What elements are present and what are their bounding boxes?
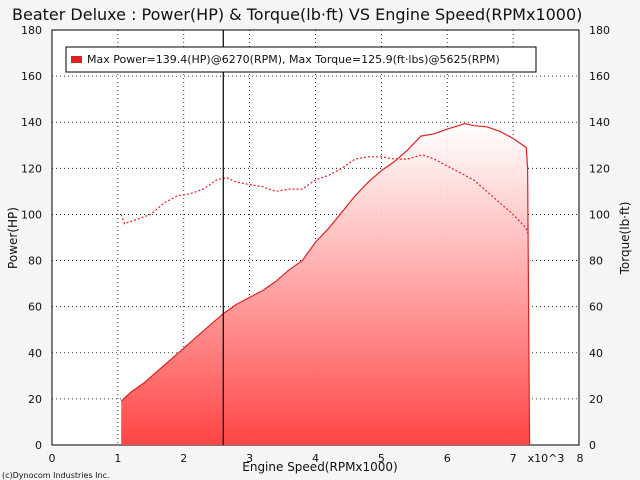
y-tick-label-left: 20 (28, 393, 42, 406)
y-tick-label-right: 160 (589, 70, 610, 83)
y-tick-label-left: 60 (28, 301, 42, 314)
y-tick-label-left: 80 (28, 255, 42, 268)
x-tick-label: 3 (246, 452, 253, 465)
torque-series-line (120, 154, 529, 234)
y-tick-label-right: 140 (589, 116, 610, 129)
y-tick-label-right: 180 (589, 24, 610, 37)
y-tick-label-left: 160 (21, 70, 42, 83)
x-tick-label: 0 (49, 452, 56, 465)
y-tick-label-right: 0 (589, 439, 596, 452)
x-tick-label: 4 (312, 452, 319, 465)
y-tick-label-left: 180 (21, 24, 42, 37)
x-tick-label: 8 (577, 452, 584, 465)
x-multiplier-label: x10^3 (528, 452, 565, 465)
y-tick-label-left: 0 (35, 439, 42, 452)
y-tick-label-left: 120 (21, 162, 42, 175)
y-tick-label-right: 60 (589, 301, 603, 314)
y-tick-label-right: 40 (589, 347, 603, 360)
chart-title: Beater Deluxe : Power(HP) & Torque(lb·ft… (12, 5, 582, 24)
power-series-line (120, 122, 531, 446)
legend: Max Power=139.4(HP)@6270(RPM), Max Torqu… (65, 46, 537, 73)
x-axis-label: Engine Speed(RPMx1000) (242, 460, 398, 474)
legend-box (65, 46, 537, 73)
y-tick-label-left: 140 (21, 116, 42, 129)
y-tick-label-right: 80 (589, 255, 603, 268)
y-tick-label-right: 120 (589, 162, 610, 175)
x-tick-label: 5 (378, 452, 385, 465)
y-tick-label-left: 100 (21, 208, 42, 221)
legend-swatch (71, 56, 82, 63)
x-tick-label: 1 (114, 452, 121, 465)
x-tick-label: 2 (180, 452, 187, 465)
y-tick-label-right: 100 (589, 208, 610, 221)
legend-text: Max Power=139.4(HP)@6270(RPM), Max Torqu… (87, 53, 500, 66)
y-tick-label-left: 40 (28, 347, 42, 360)
x-tick-label: 7 (510, 452, 517, 465)
credit-text: (c)Dynocom Industries Inc. (2, 471, 110, 480)
y-tick-label-right: 20 (589, 393, 603, 406)
y-axis-left-label: Power(HP) (6, 207, 20, 269)
y-axis-right-label: Torque(lb·ft) (618, 202, 632, 276)
x-tick-label: 6 (444, 452, 451, 465)
